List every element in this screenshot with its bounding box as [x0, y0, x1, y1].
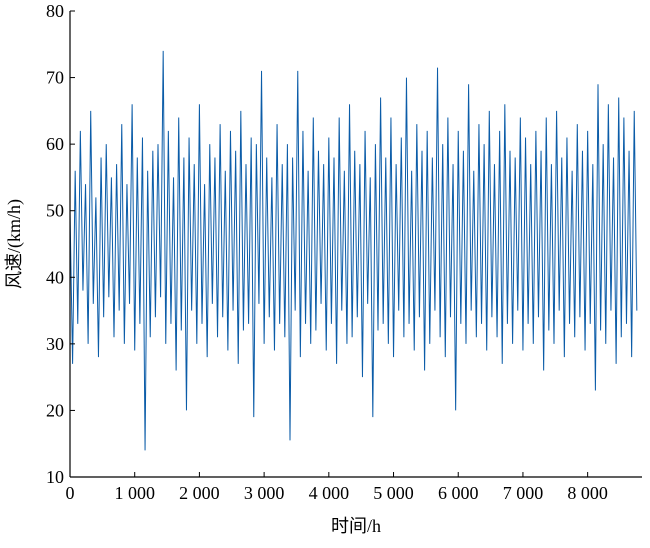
y-tick-label: 10 [46, 467, 64, 487]
y-axis-label: 风速/(km/h) [4, 199, 25, 289]
x-tick-label: 3 000 [244, 483, 285, 503]
x-tick-label: 2 000 [179, 483, 220, 503]
y-tick-label: 20 [46, 400, 64, 420]
y-tick-label: 50 [46, 201, 64, 221]
x-tick-label: 7 000 [503, 483, 544, 503]
x-tick-label: 6 000 [438, 483, 479, 503]
y-tick-label: 60 [46, 134, 64, 154]
x-tick-label: 5 000 [373, 483, 414, 503]
x-axis-label: 时间/h [331, 516, 381, 536]
x-tick-label: 1 000 [114, 483, 155, 503]
data-line [69, 50, 638, 451]
y-tick-label: 30 [46, 334, 64, 354]
x-tick-label: 4 000 [309, 483, 350, 503]
y-tick-label: 70 [46, 68, 64, 88]
x-tick-label: 0 [66, 483, 75, 503]
y-tick-label: 40 [46, 267, 64, 287]
x-tick-label: 8 000 [567, 483, 608, 503]
y-tick-label: 80 [46, 1, 64, 21]
